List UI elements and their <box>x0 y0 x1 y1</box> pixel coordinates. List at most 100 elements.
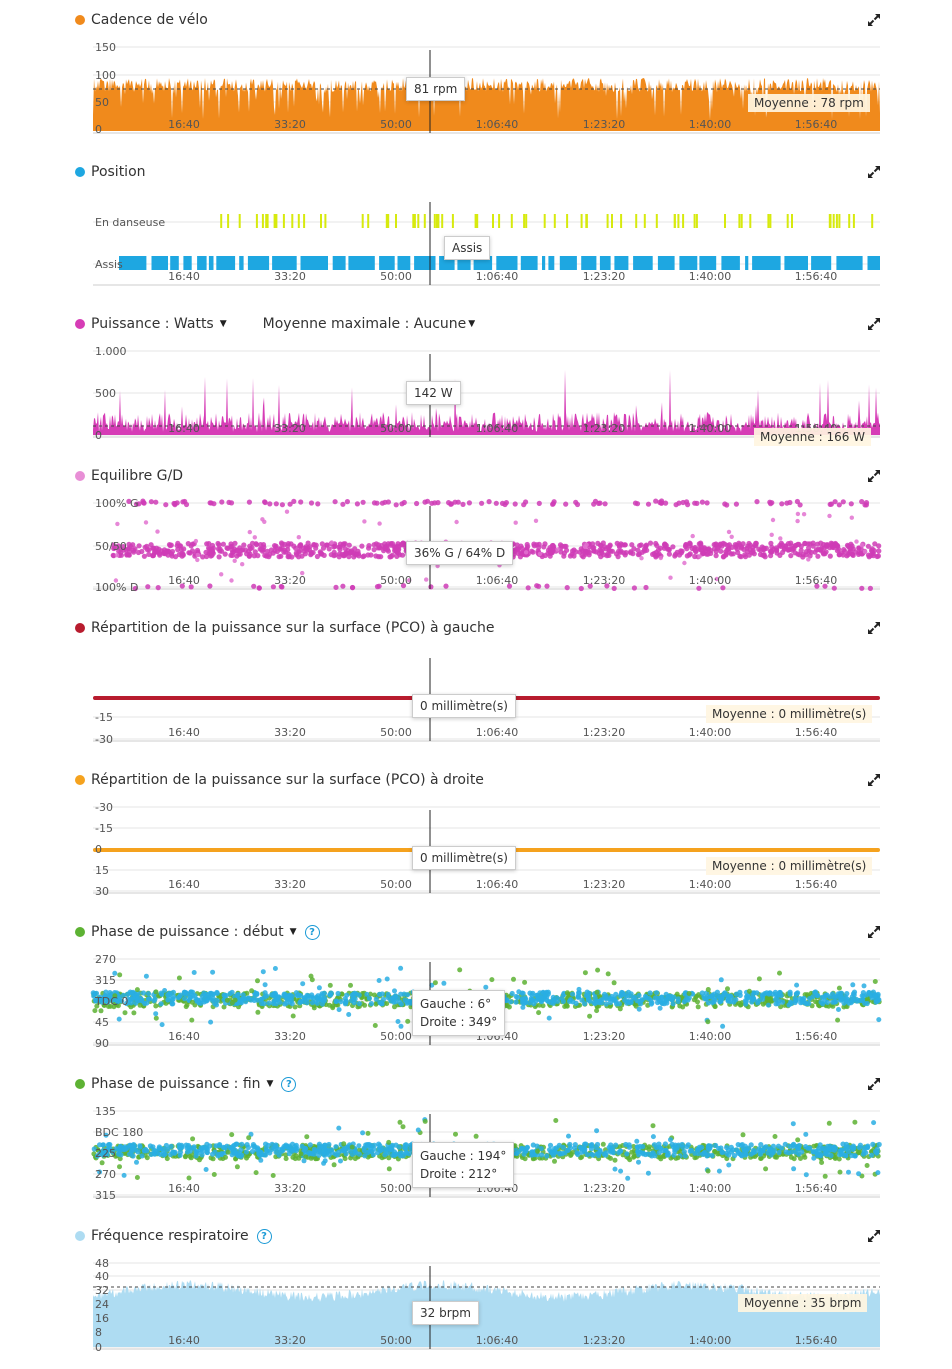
data-point <box>98 1008 104 1014</box>
data-point <box>122 1010 128 1016</box>
data-point <box>658 500 665 506</box>
data-point <box>344 499 350 505</box>
data-point <box>671 994 677 1000</box>
data-point <box>874 553 880 560</box>
data-point <box>245 1144 251 1150</box>
data-point <box>240 562 245 567</box>
data-point <box>273 501 279 507</box>
data-point <box>840 552 846 558</box>
data-point <box>366 995 372 1001</box>
average-label: Moyenne : 166 W <box>754 428 872 446</box>
expand-icon[interactable] <box>866 1228 882 1244</box>
standing-mark <box>324 214 327 228</box>
data-point <box>327 992 334 998</box>
data-point <box>717 541 724 547</box>
data-point <box>665 546 671 552</box>
data-point <box>790 1121 796 1127</box>
expand-icon[interactable] <box>866 164 882 180</box>
data-point <box>315 501 321 507</box>
data-point <box>676 500 682 506</box>
data-point <box>819 1160 825 1165</box>
phase-dropdown-icon[interactable]: ▼ <box>266 1079 274 1089</box>
data-point <box>803 1172 809 1178</box>
help-icon[interactable]: ? <box>281 1076 297 1092</box>
data-point <box>117 1156 123 1162</box>
data-point <box>348 982 353 988</box>
standing-mark <box>655 214 658 228</box>
data-point <box>589 1143 595 1149</box>
data-point <box>175 540 181 546</box>
phase-dropdown-icon[interactable]: ▼ <box>289 927 297 937</box>
standing-mark <box>498 214 501 228</box>
data-point <box>769 500 775 506</box>
data-point <box>384 976 390 982</box>
data-point <box>728 551 735 557</box>
data-point <box>522 979 528 985</box>
data-point <box>772 1134 778 1139</box>
data-point <box>538 995 544 1001</box>
data-point <box>399 552 406 558</box>
data-point <box>840 1141 846 1147</box>
help-icon[interactable]: ? <box>304 924 320 940</box>
data-point <box>582 544 588 549</box>
expand-icon[interactable] <box>866 1076 882 1092</box>
data-point <box>621 550 627 556</box>
data-point <box>377 521 382 526</box>
standing-mark <box>361 214 364 228</box>
data-point <box>705 551 711 557</box>
data-point <box>705 987 711 992</box>
data-point <box>814 541 821 547</box>
data-point <box>276 994 282 1000</box>
data-point <box>657 1005 663 1011</box>
data-point <box>352 546 358 552</box>
data-point <box>234 553 240 559</box>
data-point <box>603 1152 609 1158</box>
data-point <box>219 548 225 554</box>
expand-icon[interactable] <box>866 772 882 788</box>
data-point <box>263 1141 269 1147</box>
data-point <box>364 991 370 997</box>
series-color-dot <box>75 775 85 785</box>
expand-icon[interactable] <box>866 924 882 940</box>
data-point <box>176 1145 182 1151</box>
data-point <box>639 556 644 561</box>
help-icon[interactable]: ? <box>256 1228 272 1244</box>
metric-dropdown-icon[interactable]: ▼ <box>219 319 227 329</box>
data-point <box>261 1001 267 1007</box>
data-point <box>782 1141 788 1147</box>
x-tick-label: 1:56:40 <box>795 726 837 739</box>
data-point <box>365 1150 371 1156</box>
expand-icon[interactable] <box>866 468 882 484</box>
data-point <box>786 1002 792 1008</box>
data-point <box>613 551 620 557</box>
data-point <box>332 543 338 549</box>
data-point <box>823 992 829 998</box>
y-tick-label: 8 <box>95 1326 102 1339</box>
data-point <box>625 1175 631 1181</box>
data-point <box>291 543 297 549</box>
data-point <box>801 512 807 517</box>
standing-mark <box>832 214 835 228</box>
data-point <box>544 583 550 589</box>
data-point <box>523 499 529 505</box>
data-point <box>795 1137 801 1143</box>
data-point <box>807 541 813 547</box>
cursor-tooltip: Gauche : 6° Droite : 349° <box>412 990 506 1036</box>
data-point <box>705 993 711 1000</box>
expand-icon[interactable] <box>866 620 882 636</box>
data-point <box>229 989 235 995</box>
expand-icon[interactable] <box>866 316 882 332</box>
max-average-dropdown[interactable]: Moyenne maximale : Aucune ▼ <box>263 316 476 332</box>
data-point <box>720 585 726 591</box>
data-point <box>787 991 793 997</box>
data-point <box>792 999 798 1006</box>
data-point <box>303 1154 309 1160</box>
data-point <box>313 542 319 548</box>
x-tick-label: 1:06:40 <box>476 726 518 739</box>
data-point <box>460 501 466 507</box>
expand-icon[interactable] <box>866 12 882 28</box>
data-point <box>270 1173 276 1178</box>
data-point <box>695 1004 701 1010</box>
data-point <box>857 1142 864 1148</box>
